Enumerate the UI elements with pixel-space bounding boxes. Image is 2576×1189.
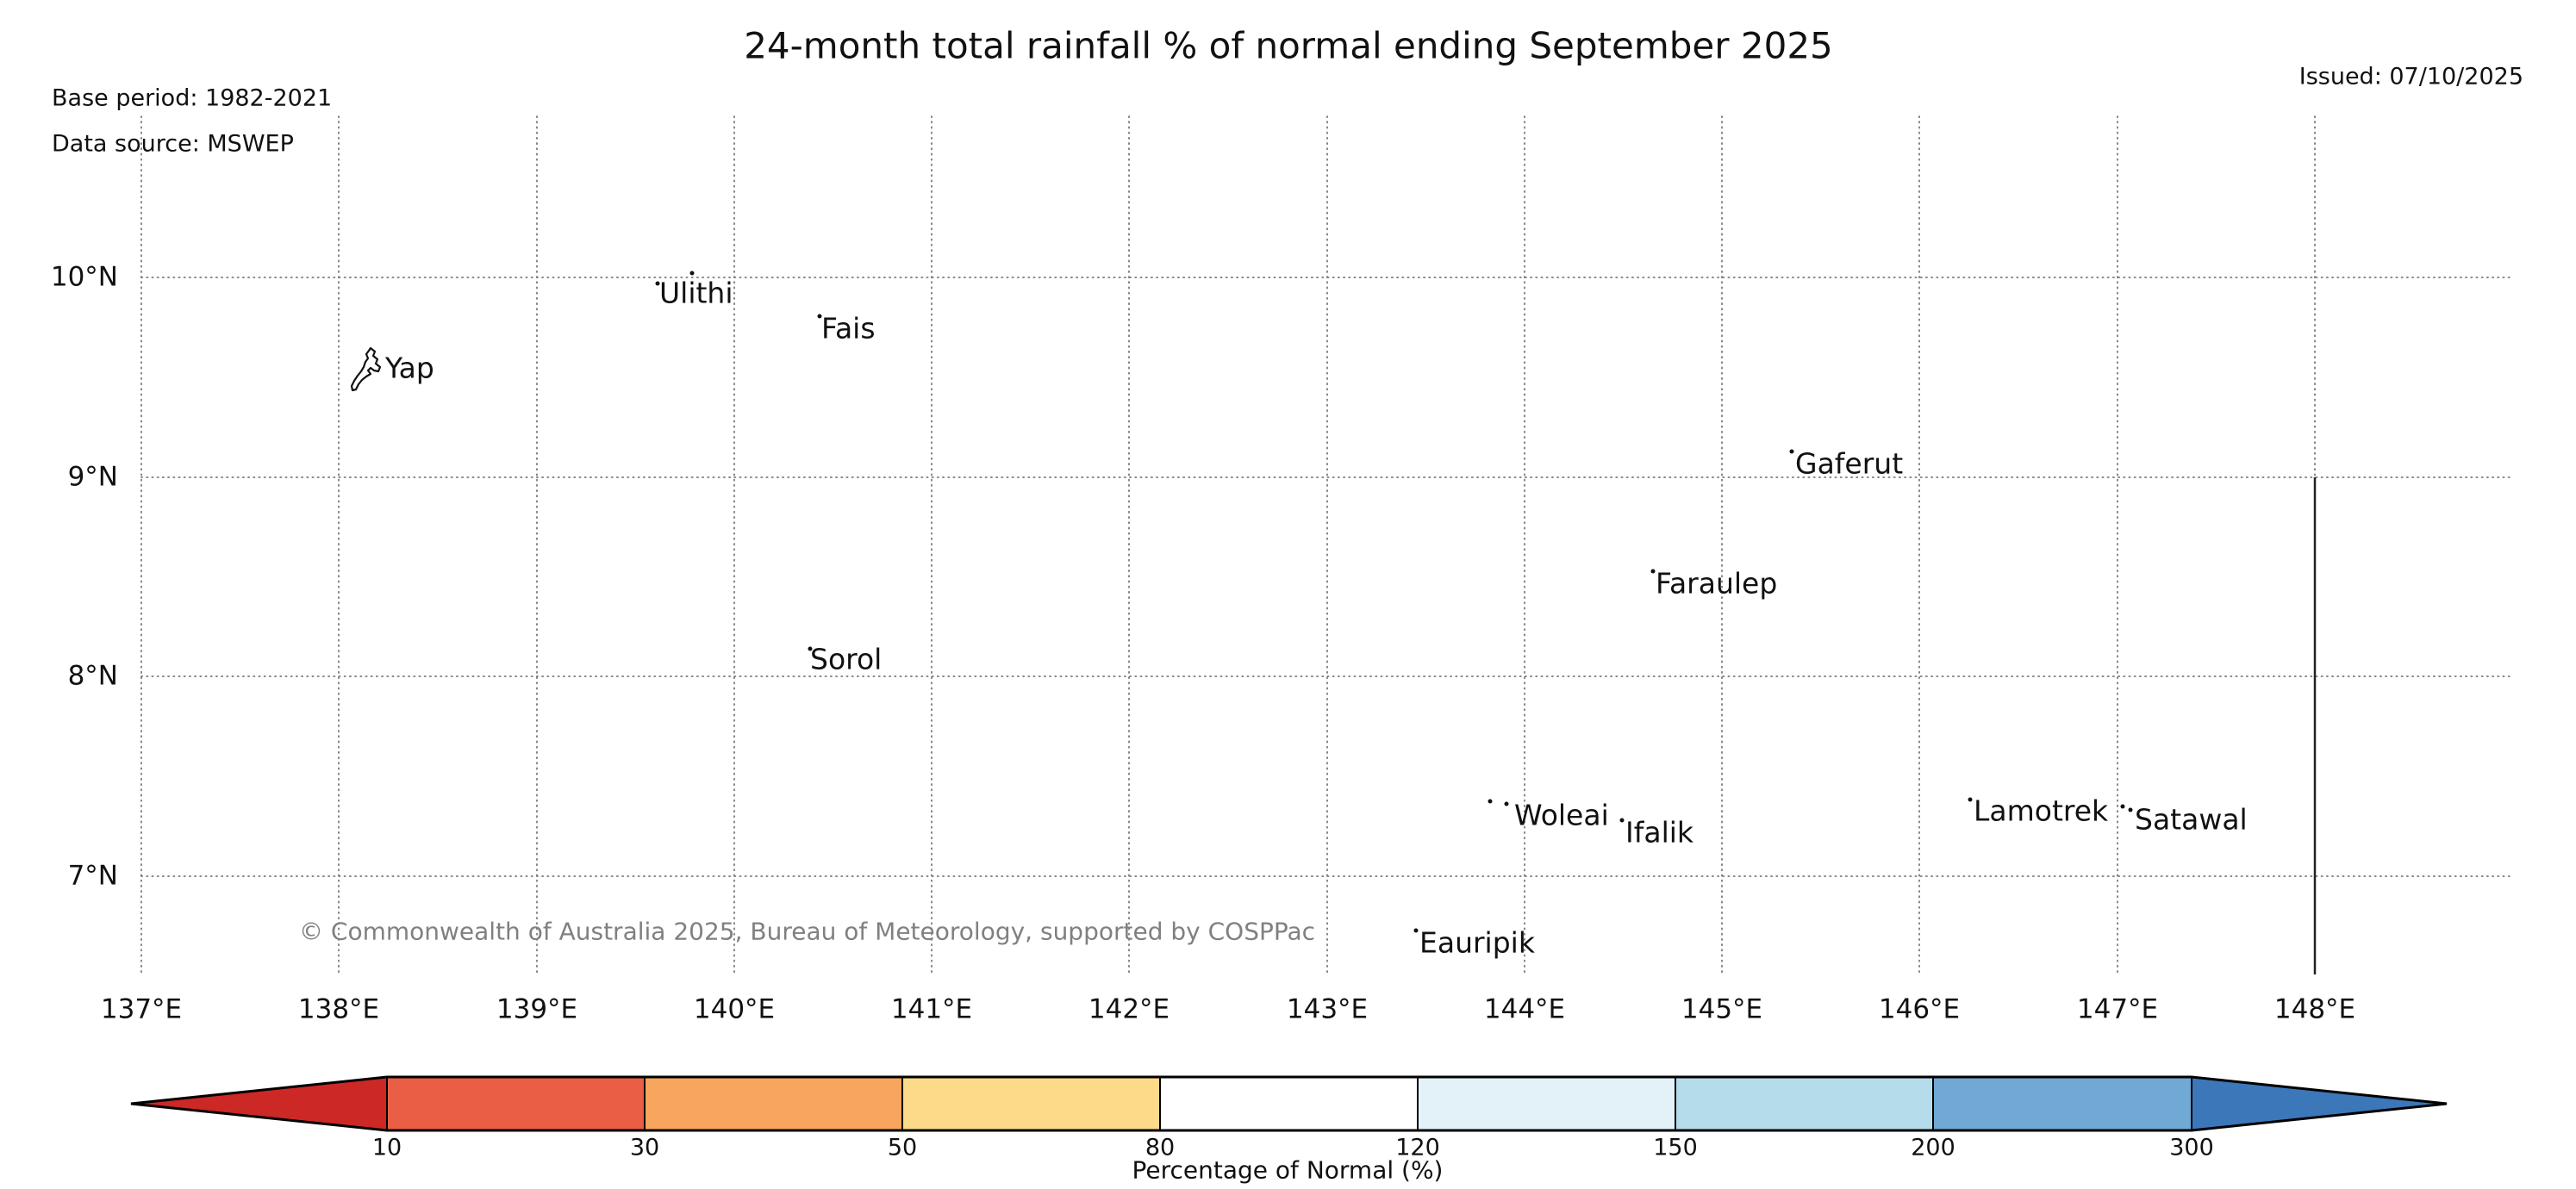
latitude-tick-label: 8°N xyxy=(67,660,118,692)
colorbar-tick-label: 300 xyxy=(2169,1134,2214,1161)
colorbar-segment xyxy=(1933,1077,2192,1130)
island-marker-dot xyxy=(1968,797,1973,802)
colorbar-outline xyxy=(130,1075,2448,1132)
latitude-tick-label: 9°N xyxy=(67,461,118,493)
latitude-tick-label: 10°N xyxy=(50,261,118,293)
gridlines xyxy=(140,115,2513,977)
colorbar-tick-label: 50 xyxy=(887,1134,918,1161)
island-marker-dot xyxy=(1650,569,1656,574)
colorbar-tick-label: 10 xyxy=(371,1134,402,1161)
island-marker-dot xyxy=(1488,799,1493,804)
longitude-tick-label: 137°E xyxy=(100,993,183,1025)
longitude-tick-label: 140°E xyxy=(693,993,776,1025)
colorbar-under-range-arrow xyxy=(131,1077,387,1130)
island-marker-dot xyxy=(1789,449,1794,454)
island-marker-dot xyxy=(808,646,813,651)
island-marker-dot xyxy=(1619,818,1625,823)
colorbar-segment xyxy=(1418,1077,1675,1130)
island-label: Fais xyxy=(821,311,876,345)
island-label: Lamotrek xyxy=(1974,794,2109,828)
colorbar-segment xyxy=(902,1077,1160,1130)
longitude-tick-label: 142°E xyxy=(1088,993,1170,1025)
island-marker-dot xyxy=(817,314,822,319)
island-marker-dot xyxy=(2120,804,2125,809)
island-marker-dot xyxy=(1504,801,1509,806)
island-label: Sorol xyxy=(810,642,883,676)
colorbar-tick-label: 30 xyxy=(629,1134,660,1161)
colorbar-segment xyxy=(1160,1077,1418,1130)
island-label: Ifalik xyxy=(1625,815,1694,850)
island-label: Yap xyxy=(385,351,434,385)
island-label: Woleai xyxy=(1514,798,1609,832)
island-label: Faraulep xyxy=(1656,566,1778,601)
base-period-text: Base period: 1982-2021 xyxy=(52,84,333,112)
island-label: Gaferut xyxy=(1795,446,1904,481)
longitude-tick-label: 146°E xyxy=(1878,993,1961,1025)
longitude-tick-label: 141°E xyxy=(890,993,973,1025)
colorbar-axis-label: Percentage of Normal (%) xyxy=(1132,1155,1444,1185)
longitude-tick-label: 138°E xyxy=(297,993,380,1025)
copyright-text: © Commonwealth of Australia 2025, Bureau… xyxy=(299,917,1316,946)
longitude-tick-label: 139°E xyxy=(496,993,578,1025)
island-marker-dot xyxy=(689,271,695,276)
island-label: Ulithi xyxy=(659,276,733,310)
island-marker-dot xyxy=(1413,928,1419,933)
colorbar-tick-label: 200 xyxy=(1911,1134,1955,1161)
island-label: Eauripik xyxy=(1419,925,1535,960)
colorbar-over-range-arrow xyxy=(2192,1077,2447,1130)
island-marker-dot xyxy=(2128,807,2133,812)
colorbar-tick-label: 80 xyxy=(1145,1134,1176,1161)
island-marker-dot xyxy=(655,281,660,286)
longitude-tick-label: 144°E xyxy=(1483,993,1566,1025)
longitude-tick-label: 143°E xyxy=(1286,993,1369,1025)
data-source-text: Data source: MSWEP xyxy=(52,130,294,158)
colorbar-tick-label: 150 xyxy=(1653,1134,1698,1161)
yap-island-outline xyxy=(350,346,382,392)
colorbar-segment xyxy=(1675,1077,1933,1130)
colorbar xyxy=(130,1075,2448,1132)
longitude-tick-label: 147°E xyxy=(2076,993,2159,1025)
issued-date-text: Issued: 07/10/2025 xyxy=(2298,63,2523,90)
latitude-tick-label: 7°N xyxy=(67,860,118,892)
colorbar-segment xyxy=(645,1077,902,1130)
colorbar-tick-label: 120 xyxy=(1395,1134,1440,1161)
longitude-tick-label: 148°E xyxy=(2273,993,2356,1025)
island-label: Satawal xyxy=(2135,802,2248,837)
colorbar-segment xyxy=(387,1077,645,1130)
longitude-tick-label: 145°E xyxy=(1681,993,1763,1025)
figure-title: 24-month total rainfall % of normal endi… xyxy=(744,24,1833,67)
